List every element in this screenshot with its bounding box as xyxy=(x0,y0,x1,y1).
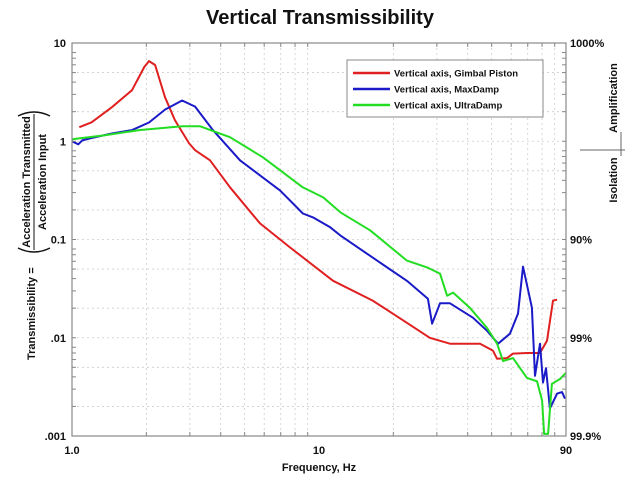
left-paren xyxy=(17,247,51,253)
series-group xyxy=(72,60,566,435)
right-tick-label: 90% xyxy=(570,235,592,247)
x-tick-label: 1.0 xyxy=(64,445,79,457)
y-tick-label: .01 xyxy=(51,333,66,345)
y-axis-label-denominator: Acceleration Input xyxy=(37,134,49,230)
x-tick-label: 10 xyxy=(313,445,325,457)
y-axis-label: Transmissibility = Acceleration Transmit… xyxy=(17,111,51,360)
series-line-2 xyxy=(72,99,566,410)
y-axis-label-numerator: Acceleration Transmitted xyxy=(21,116,33,247)
legend-label: Vertical axis, MaxDamp xyxy=(394,85,499,96)
legend-label: Vertical axis, UltraDamp xyxy=(394,101,502,112)
y-tick-label: 1 xyxy=(60,136,66,148)
right-paren xyxy=(17,111,51,117)
isolation-label: Isolation xyxy=(608,157,620,203)
series-line-3 xyxy=(72,125,566,435)
chart-title: Vertical Transmissibility xyxy=(206,7,435,29)
axis-ticks: 10 1 0.1 .01 .001 1000% 90% 99% 99.9% 1.0 10 90 xyxy=(45,38,605,457)
legend-label: Vertical axis, Gimbal Piston xyxy=(394,69,518,80)
y-tick-label: 10 xyxy=(54,38,66,50)
x-tick-label: 90 xyxy=(560,445,572,457)
series-line-1 xyxy=(78,60,558,360)
y-tick-label: .001 xyxy=(45,431,66,443)
right-tick-label: 99% xyxy=(570,333,592,345)
right-tick-label: 99.9% xyxy=(570,431,601,443)
right-tick-label: 1000% xyxy=(570,38,604,50)
amplification-label: Amplification xyxy=(608,63,620,133)
y-axis-label-prefix: Transmissibility = xyxy=(26,267,38,360)
legend: Vertical axis, Gimbal Piston Vertical axi… xyxy=(346,59,544,118)
x-axis-label: Frequency, Hz xyxy=(282,462,357,474)
y-tick-label: 0.1 xyxy=(51,235,66,247)
